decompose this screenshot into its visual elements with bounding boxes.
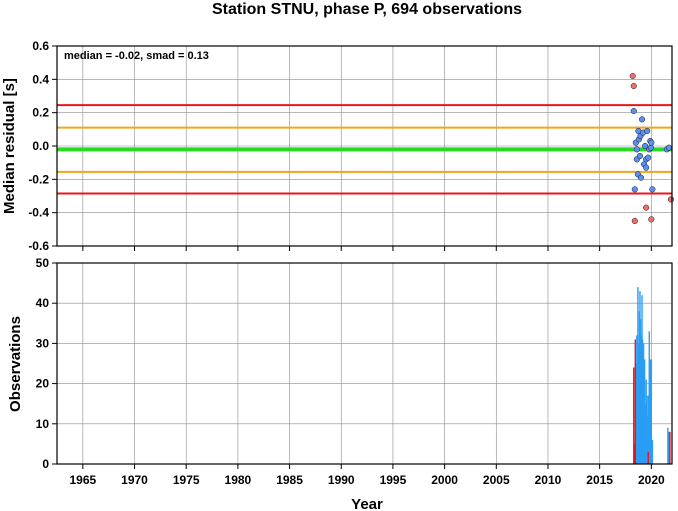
observation-bar: [649, 359, 651, 464]
reference-lines: [57, 104, 672, 195]
x-tick-label: 1965: [69, 473, 96, 487]
data-point: [643, 204, 650, 211]
observation-bar: [667, 427, 669, 464]
observations-y-axis-label: Observations: [7, 316, 24, 412]
data-point: [633, 146, 640, 153]
y-tick-label: 30: [36, 336, 50, 350]
data-point: [631, 217, 638, 225]
observations-frame: [56, 262, 673, 465]
chart-title: Station STNU, phase P, 694 observations: [212, 1, 522, 18]
observation-bar: [633, 367, 635, 464]
x-axis-label: Year: [351, 496, 383, 511]
residual-x-ticks: [82, 246, 652, 251]
data-point: [630, 82, 637, 90]
observations-y-ticks: 0 10 20 30 40 50: [36, 256, 57, 471]
x-tick-label: 1980: [225, 473, 252, 487]
observation-bar: [647, 395, 649, 464]
data-point: [648, 139, 655, 146]
observation-bar: [636, 335, 638, 464]
stats-annotation: median = -0.02, smad = 0.13: [64, 50, 209, 62]
x-tick-label: 2005: [483, 473, 510, 487]
y-tick-label: 50: [36, 256, 50, 270]
data-point: [642, 142, 649, 150]
observations-panel: 0 10 20 30 40 50 1965 1970 1975 1980 1985 1990 1995…: [7, 256, 673, 511]
y-tick-label: 10: [36, 417, 50, 431]
data-point: [630, 107, 637, 115]
x-tick-label: 1975: [173, 473, 200, 487]
x-tick-label: 2015: [586, 473, 613, 487]
data-point: [649, 186, 656, 193]
y-tick-label: -0.6: [28, 239, 49, 253]
observation-bar: [668, 431, 670, 464]
data-point: [645, 154, 652, 161]
observation-bar: [637, 287, 639, 464]
data-point: [631, 186, 638, 193]
y-tick-label: 0.4: [32, 72, 49, 86]
data-point: [643, 164, 650, 171]
data-point: [647, 144, 654, 151]
data-point: [629, 72, 636, 80]
x-tick-label: 2010: [535, 473, 562, 487]
data-point: [667, 196, 675, 203]
observation-bar: [634, 339, 637, 464]
data-point: [636, 152, 644, 160]
y-tick-label: 0.0: [32, 139, 49, 153]
x-tick-label: 2020: [638, 473, 665, 487]
residual-panel: -0.6 -0.4 -0.2 0.0 0.2 0.4 0.6 median = -0.02,…: [1, 39, 675, 253]
y-tick-label: 40: [36, 296, 50, 310]
observation-bar: [646, 415, 648, 464]
y-tick-label: 0: [42, 457, 49, 471]
y-tick-label: 0.2: [32, 106, 49, 120]
data-point: [648, 216, 655, 223]
observation-bar: [651, 439, 654, 464]
x-tick-label: 1985: [276, 473, 303, 487]
y-tick-label: 20: [36, 377, 50, 391]
observation-bars: [633, 287, 671, 464]
observation-bar: [643, 359, 646, 464]
x-tick-label: 1970: [121, 473, 148, 487]
residual-y-ticks: -0.6 -0.4 -0.2 0.0 0.2 0.4 0.6: [28, 39, 57, 253]
data-point: [638, 116, 646, 123]
data-point: [637, 174, 645, 181]
x-tick-label: 2000: [431, 473, 458, 487]
x-tick-label: 1990: [328, 473, 355, 487]
residual-points: [629, 72, 675, 225]
data-point: [665, 144, 672, 151]
observation-bar: [650, 359, 653, 464]
data-point: [644, 127, 651, 135]
x-tick-label: 1995: [380, 473, 407, 487]
y-tick-label: -0.4: [28, 206, 49, 220]
y-tick-label: 0.6: [32, 39, 49, 53]
observation-bar: [647, 451, 649, 464]
residual-y-axis-label: Median residual [s]: [1, 78, 18, 214]
observations-plot-area: [57, 263, 672, 464]
observations-x-ticks: 1965 1970 1975 1980 1985 1990 1995 2000 2005 2010…: [69, 464, 665, 487]
observation-bar: [669, 431, 671, 464]
y-tick-label: -0.2: [28, 172, 49, 186]
